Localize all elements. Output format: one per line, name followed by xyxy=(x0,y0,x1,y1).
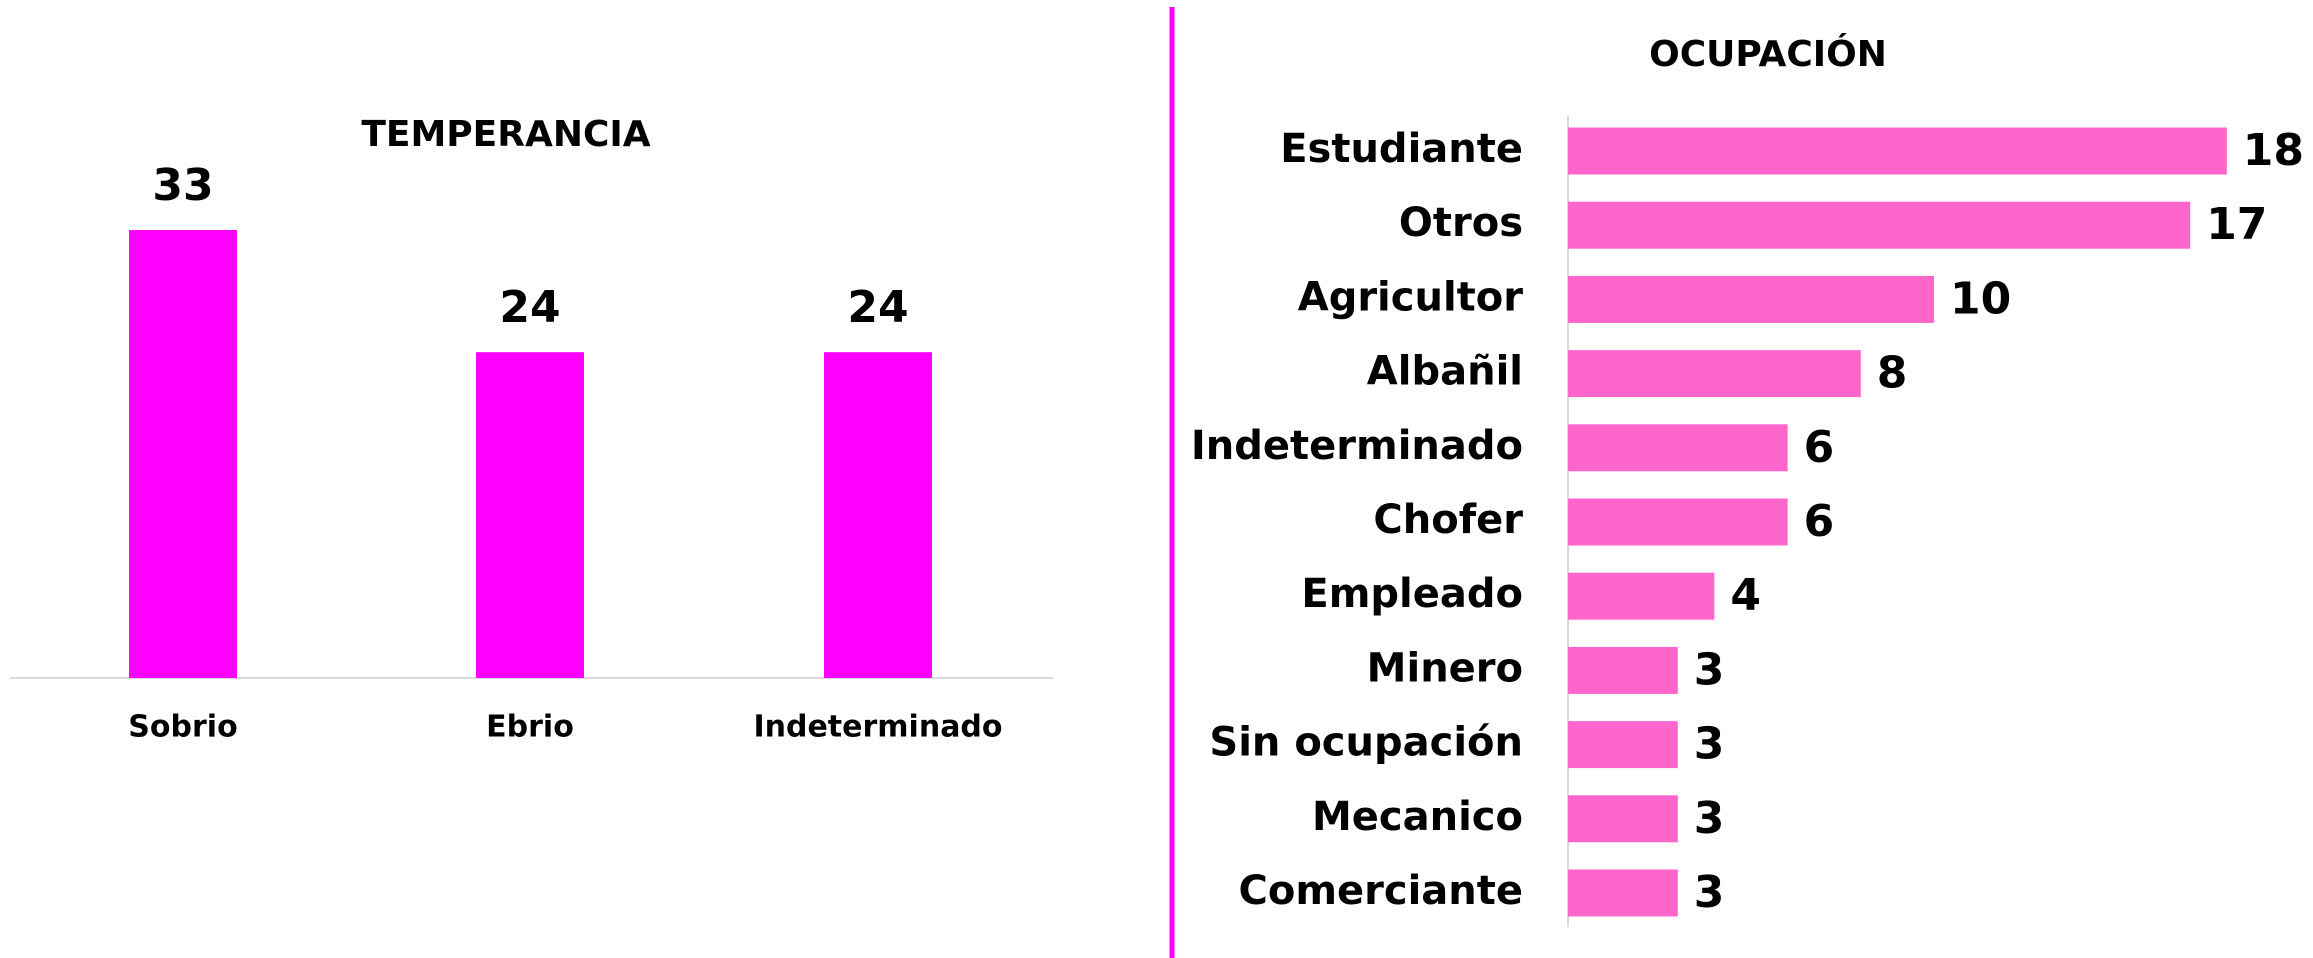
bar xyxy=(1568,350,1861,398)
y-tick-label: Comerciante xyxy=(1238,868,1523,914)
x-tick-label: Sobrio xyxy=(128,710,237,745)
y-tick-label: Agricultor xyxy=(1298,274,1524,320)
bar xyxy=(1568,572,1715,620)
y-tick-label: Empleado xyxy=(1301,571,1523,617)
value-label: 6 xyxy=(1804,422,1835,473)
bar xyxy=(476,352,584,678)
value-label: 17 xyxy=(2206,199,2267,250)
value-label: 3 xyxy=(1694,644,1725,695)
value-label: 3 xyxy=(1694,867,1725,918)
bar xyxy=(1568,201,2191,249)
value-label: 24 xyxy=(847,282,908,333)
value-label: 33 xyxy=(152,160,213,211)
y-tick-label: Indeterminado xyxy=(1191,423,1523,469)
chart-title: OCUPACIÓN xyxy=(1649,33,1887,75)
y-tick-label: Estudiante xyxy=(1280,126,1523,172)
y-tick-label: Minero xyxy=(1367,645,1523,691)
value-label: 18 xyxy=(2243,125,2304,176)
bar xyxy=(1568,127,2227,175)
value-label: 4 xyxy=(1730,570,1761,621)
bar xyxy=(1568,869,1678,917)
value-label: 8 xyxy=(1877,348,1908,399)
y-tick-label: Chofer xyxy=(1373,497,1523,543)
x-tick-label: Indeterminado xyxy=(753,710,1002,745)
bar xyxy=(129,230,237,678)
value-label: 3 xyxy=(1694,719,1725,770)
y-tick-label: Sin ocupación xyxy=(1209,720,1523,766)
y-tick-label: Albañil xyxy=(1367,349,1523,395)
x-tick-label: Ebrio xyxy=(486,710,574,745)
y-tick-label: Mecanico xyxy=(1312,794,1523,840)
bar xyxy=(824,352,932,678)
bar xyxy=(1568,646,1678,694)
value-label: 6 xyxy=(1804,496,1835,547)
chart-title: TEMPERANCIA xyxy=(361,114,650,155)
value-label: 24 xyxy=(499,282,560,333)
value-label: 3 xyxy=(1694,793,1725,844)
bar xyxy=(1568,498,1788,546)
bar xyxy=(1568,795,1678,843)
bar xyxy=(1568,275,1934,323)
bar xyxy=(1568,424,1788,472)
bar xyxy=(1568,721,1678,769)
value-label: 10 xyxy=(1950,273,2011,324)
y-tick-label: Otros xyxy=(1399,200,1523,246)
